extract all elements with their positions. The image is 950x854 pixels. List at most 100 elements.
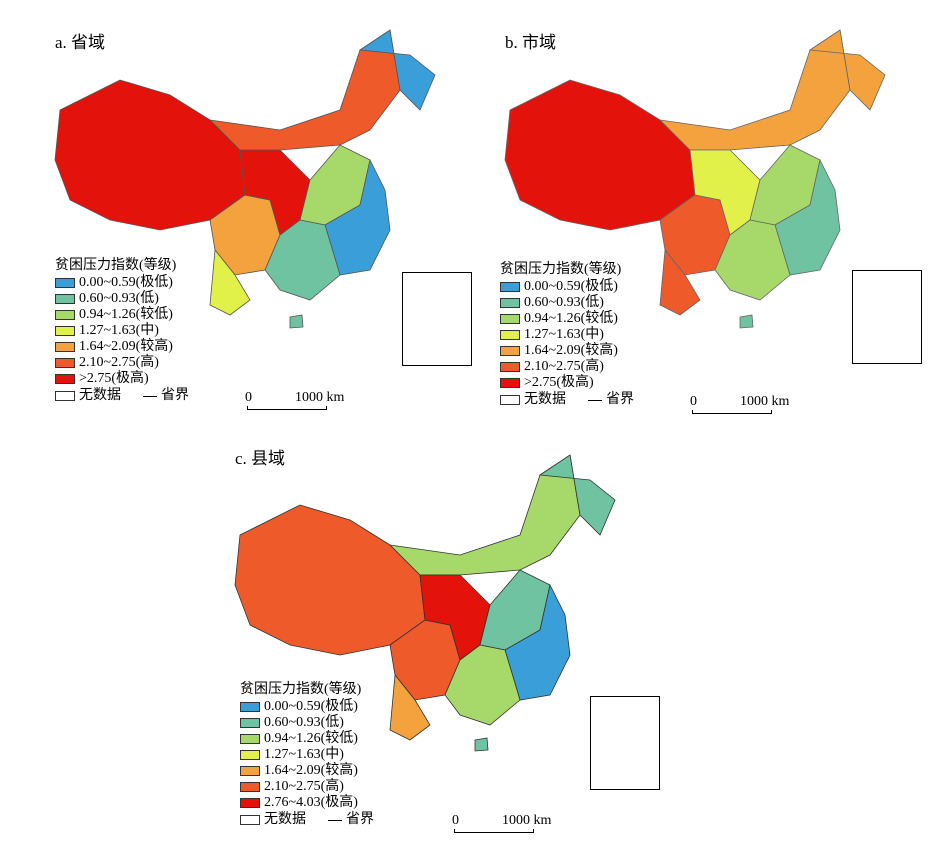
panel-title-c: c. 县域 (235, 449, 286, 468)
legend-item: 0.00~0.59(极低) (240, 699, 374, 715)
boundary-label: 省界 (161, 388, 189, 403)
panel-title-b: b. 市域 (505, 33, 556, 52)
scale-line (692, 410, 772, 414)
boundary-line-icon (143, 395, 157, 397)
legend-item: 0.60~0.93(低) (500, 295, 634, 311)
legend-swatch (240, 782, 260, 792)
scale-bar: 0 1000 km (452, 813, 572, 835)
legend-swatch (55, 358, 75, 368)
inset-south-china-sea (852, 270, 922, 364)
legend-item: 0.94~1.26(较低) (55, 307, 189, 323)
scale-distance: 1000 km (295, 390, 345, 405)
legend-item: 0.60~0.93(低) (55, 291, 189, 307)
panel-county: c. 县域 贫困压力指数(等级) 0.00~0.59(极低) 0.60~0.93… (220, 440, 680, 850)
legend-item: 2.10~2.75(高) (500, 359, 634, 375)
boundary-line-icon (328, 819, 342, 821)
legend-swatch (500, 314, 520, 324)
region-south (444, 644, 521, 726)
region-west (54, 79, 246, 231)
legend-swatch (500, 362, 520, 372)
legend-item: 1.64~2.09(较高) (500, 343, 634, 359)
scale-distance: 1000 km (502, 813, 552, 828)
legend-swatch (240, 734, 260, 744)
legend-item: 1.27~1.63(中) (500, 327, 634, 343)
scale-zero: 0 (245, 390, 252, 405)
region-east (324, 158, 391, 276)
legend-title: 贫困压力指数(等级) (500, 262, 622, 277)
legend-swatch (500, 282, 520, 292)
region-northeast (358, 29, 436, 111)
legend-item: 0.60~0.93(低) (240, 715, 374, 731)
legend-swatch (240, 750, 260, 760)
legend-swatch (55, 294, 75, 304)
legend-swatch (55, 310, 75, 320)
region-hainan (474, 737, 489, 752)
map-province (54, 29, 436, 329)
legend-item: 1.64~2.09(较高) (240, 763, 374, 779)
no-data-swatch (240, 815, 260, 825)
legend-swatch (240, 718, 260, 728)
legend-item: >2.75(极高) (500, 375, 634, 391)
no-data-label: 无数据 (524, 392, 566, 407)
legend-title: 贫困压力指数(等级) (55, 258, 177, 273)
legend-item: 1.64~2.09(较高) (55, 339, 189, 355)
legend-swatch (500, 330, 520, 340)
region-west (234, 504, 426, 656)
region-northeast (538, 454, 616, 536)
legend-swatch (240, 798, 260, 808)
legend-city: 贫困压力指数(等级) 0.00~0.59(极低) 0.60~0.93(低) 0.… (500, 262, 634, 409)
boundary-label: 省界 (346, 812, 374, 827)
panel-title-a: a. 省域 (55, 33, 106, 52)
legend-item: 2.10~2.75(高) (55, 355, 189, 371)
legend-swatch (55, 374, 75, 384)
legend-footer: 无数据 省界 (500, 391, 634, 409)
scale-line (454, 829, 534, 833)
scale-distance: 1000 km (740, 394, 790, 409)
legend-swatch (240, 766, 260, 776)
region-yunnan (389, 673, 431, 741)
region-yunnan (659, 248, 701, 316)
legend-swatch (55, 278, 75, 288)
panel-city: b. 市域 贫困压力指数(等级) 0.00~0.59(极低) 0.60~0.93… (490, 20, 930, 420)
scale-zero: 0 (452, 813, 459, 828)
legend-item: 2.10~2.75(高) (240, 779, 374, 795)
legend-swatch (500, 378, 520, 388)
no-data-swatch (500, 395, 520, 405)
no-data-label: 无数据 (79, 388, 121, 403)
region-hainan (739, 314, 754, 329)
map-county (234, 454, 616, 752)
scale-bar: 0 1000 km (245, 390, 365, 412)
boundary-label: 省界 (606, 392, 634, 407)
region-south (264, 219, 341, 301)
map-city (504, 29, 886, 329)
legend-item: 0.94~1.26(较低) (240, 731, 374, 747)
legend-county: 贫困压力指数(等级) 0.00~0.59(极低) 0.60~0.93(低) 0.… (240, 682, 374, 829)
region-northeast (808, 29, 886, 111)
inset-south-china-sea (402, 272, 472, 366)
legend-item: 0.94~1.26(较低) (500, 311, 634, 327)
region-east (504, 583, 571, 701)
legend-swatch (55, 326, 75, 336)
panel-province: a. 省域 贫困压力指数(等级) 0.00~0.59(极低) 0.60~0.93… (40, 20, 480, 420)
legend-item: 1.27~1.63(中) (55, 323, 189, 339)
legend-swatch (500, 298, 520, 308)
legend-item: 0.00~0.59(极低) (55, 275, 189, 291)
legend-province: 贫困压力指数(等级) 0.00~0.59(极低) 0.60~0.93(低) 0.… (55, 258, 189, 405)
legend-swatch (240, 702, 260, 712)
legend-item: 2.76~4.03(极高) (240, 795, 374, 811)
scale-line (247, 406, 327, 410)
region-east (774, 158, 841, 276)
region-hainan (289, 314, 304, 329)
region-west (504, 79, 696, 231)
legend-item: 0.00~0.59(极低) (500, 279, 634, 295)
legend-swatch (55, 342, 75, 352)
legend-item: 1.27~1.63(中) (240, 747, 374, 763)
no-data-swatch (55, 391, 75, 401)
boundary-line-icon (588, 399, 602, 401)
legend-footer: 无数据 省界 (240, 811, 374, 829)
region-yunnan (209, 248, 251, 316)
legend-footer: 无数据 省界 (55, 387, 189, 405)
inset-south-china-sea (590, 696, 660, 790)
scale-zero: 0 (690, 394, 697, 409)
